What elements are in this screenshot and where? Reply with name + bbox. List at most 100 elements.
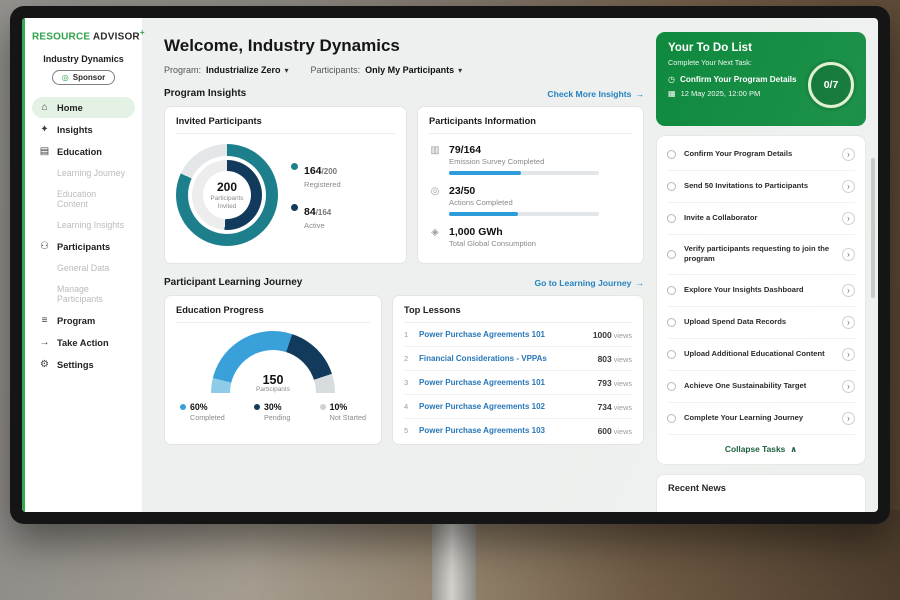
- sidebar-item-settings[interactable]: ⚙ Settings: [32, 354, 135, 375]
- program-filter-value[interactable]: Industrialize Zero ▾: [206, 65, 289, 75]
- check-more-insights-link[interactable]: Check More Insights →: [547, 89, 644, 99]
- stat-label: Emission Survey Completed: [449, 157, 545, 166]
- sidebar-item-education[interactable]: ▤ Education: [32, 141, 135, 162]
- participants-filter: Participants: Only My Participants ▾: [311, 65, 463, 75]
- sidebar-item-general-data[interactable]: General Data: [32, 258, 135, 278]
- logo-plus: +: [139, 28, 145, 37]
- top-lessons-card: Top Lessons 1 Power Purchase Agreements …: [392, 295, 644, 445]
- chevron-right-icon[interactable]: ›: [842, 411, 855, 425]
- task-checkbox[interactable]: [667, 249, 676, 259]
- legend-value: 164: [304, 164, 322, 177]
- collapse-icon: ∧: [790, 443, 798, 454]
- sidebar-item-label: Settings: [57, 359, 94, 370]
- chevron-right-icon[interactable]: ›: [842, 347, 855, 361]
- chevron-right-icon[interactable]: ›: [842, 180, 855, 193]
- task-row[interactable]: Upload Spend Data Records ›: [667, 307, 855, 339]
- chevron-right-icon[interactable]: ›: [842, 212, 855, 225]
- chevron-right-icon[interactable]: ›: [842, 283, 855, 297]
- invited-card-body: 200 Participants Invited 164/200 Registe: [176, 144, 395, 246]
- sidebar-item-label: Manage Participants: [57, 284, 103, 305]
- collapse-tasks-button[interactable]: Collapse Tasks ∧: [667, 435, 855, 458]
- legend-label: Not Started: [329, 413, 366, 422]
- lesson-views: 793 views: [597, 377, 632, 388]
- sponsor-badge[interactable]: ◎ Sponsor: [51, 70, 116, 86]
- stat-label: Total Global Consumption: [449, 239, 536, 248]
- emission-survey-row: ▥ 79/164 Emission Survey Completed: [429, 144, 632, 175]
- task-row[interactable]: Explore Your Insights Dashboard ›: [667, 275, 855, 307]
- program-icon: ≡: [41, 315, 48, 327]
- chevron-right-icon[interactable]: ›: [842, 148, 855, 161]
- task-checkbox[interactable]: [667, 285, 676, 295]
- todo-panel: Your To Do List Complete Your Next Task:…: [656, 32, 866, 512]
- consumption-row: ◈ 1,000 GWh Total Global Consumption: [429, 226, 632, 248]
- stat-value: 23/50: [449, 185, 476, 197]
- sidebar-item-education-content[interactable]: Education Content: [32, 184, 135, 214]
- lesson-views: 734 views: [597, 401, 632, 412]
- chevron-right-icon[interactable]: ›: [842, 379, 855, 393]
- task-checkbox[interactable]: [667, 214, 676, 223]
- legend-label: Completed: [190, 413, 225, 422]
- lesson-views: 803 views: [597, 353, 632, 364]
- card-title: Education Progress: [176, 305, 370, 323]
- task-row[interactable]: Send 50 Invitations to Participants ›: [667, 171, 855, 203]
- sidebar-item-manage-participants[interactable]: Manage Participants: [32, 279, 135, 309]
- task-row[interactable]: Confirm Your Program Details ›: [667, 139, 855, 171]
- task-checkbox[interactable]: [667, 349, 676, 359]
- program-insights-header: Program Insights Check More Insights →: [164, 88, 654, 99]
- task-row[interactable]: Verify participants requesting to join t…: [667, 235, 855, 275]
- learning-journey-header: Participant Learning Journey Go to Learn…: [164, 277, 654, 288]
- task-row[interactable]: Invite a Collaborator ›: [667, 203, 855, 235]
- progress-bar: [449, 171, 599, 175]
- task-checkbox[interactable]: [667, 182, 676, 191]
- sidebar-item-insights[interactable]: ✦ Insights: [32, 119, 135, 140]
- active-dot: [291, 203, 298, 211]
- monitor-bezel: RESOURCE ADVISOR+ Industry Dynamics ◎ Sp…: [10, 6, 890, 524]
- progress-bar: [449, 212, 599, 216]
- lesson-link[interactable]: Power Purchase Agreements 101: [419, 330, 545, 339]
- section-title: Participant Learning Journey: [164, 277, 303, 288]
- sidebar-item-learning-journey[interactable]: Learning Journey: [32, 163, 135, 183]
- sidebar-item-label: Program: [57, 315, 96, 326]
- donut-center-value: 200: [216, 180, 238, 195]
- participants-filter-value[interactable]: Only My Participants ▾: [365, 65, 462, 75]
- legend-item-registered: 164/200 Registered: [291, 161, 341, 189]
- completed-dot: [180, 404, 186, 410]
- chevron-right-icon[interactable]: ›: [842, 247, 855, 261]
- todo-next-task: ◷ Confirm Your Program Details: [668, 75, 803, 84]
- target-icon: ◎: [430, 186, 440, 197]
- page-title: Welcome, Industry Dynamics: [164, 36, 400, 55]
- todo-title: Your To Do List: [668, 42, 752, 54]
- not-started-dot: [319, 404, 326, 410]
- task-checkbox[interactable]: [667, 381, 676, 391]
- lesson-views: 600 views: [597, 425, 632, 436]
- sidebar-item-program[interactable]: ≡ Program: [32, 310, 135, 331]
- sidebar-item-take-action[interactable]: → Take Action: [32, 332, 135, 353]
- lesson-link[interactable]: Power Purchase Agreements 103: [419, 426, 545, 435]
- lesson-row: 2 Financial Considerations - VPPAs 803 vi…: [404, 347, 632, 371]
- legend-of: /164: [315, 207, 332, 217]
- task-checkbox[interactable]: [667, 413, 676, 423]
- sidebar-item-participants[interactable]: ⚇ Participants: [32, 236, 135, 257]
- chevron-right-icon[interactable]: ›: [842, 315, 855, 329]
- task-label: Invite a Collaborator: [684, 213, 758, 223]
- app-window: RESOURCE ADVISOR+ Industry Dynamics ◎ Sp…: [22, 18, 878, 512]
- insights-icon: ✦: [40, 124, 49, 136]
- recent-news-title: Recent News: [668, 482, 726, 493]
- lesson-views: 1000 views: [592, 329, 632, 340]
- legend-label: Pending: [264, 413, 291, 422]
- task-checkbox[interactable]: [667, 150, 676, 159]
- sidebar-item-learning-insights[interactable]: Learning Insights: [32, 215, 135, 235]
- go-to-learning-journey-link[interactable]: Go to Learning Journey →: [534, 278, 644, 288]
- task-checkbox[interactable]: [667, 317, 676, 327]
- sidebar-item-home[interactable]: ⌂ Home: [32, 97, 135, 119]
- card-title: Invited Participants: [176, 116, 395, 134]
- clock-icon: ◷: [668, 75, 675, 84]
- task-row[interactable]: Complete Your Learning Journey ›: [667, 403, 855, 435]
- lesson-link[interactable]: Power Purchase Agreements 101: [419, 378, 545, 387]
- lesson-link[interactable]: Financial Considerations - VPPAs: [419, 354, 547, 363]
- actions-completed-row: ◎ 23/50 Actions Completed: [429, 185, 632, 216]
- scrollbar[interactable]: [871, 158, 875, 298]
- lesson-link[interactable]: Power Purchase Agreements 102: [419, 402, 545, 411]
- task-row[interactable]: Achieve One Sustainability Target ›: [667, 371, 855, 403]
- task-row[interactable]: Upload Additional Educational Content ›: [667, 339, 855, 371]
